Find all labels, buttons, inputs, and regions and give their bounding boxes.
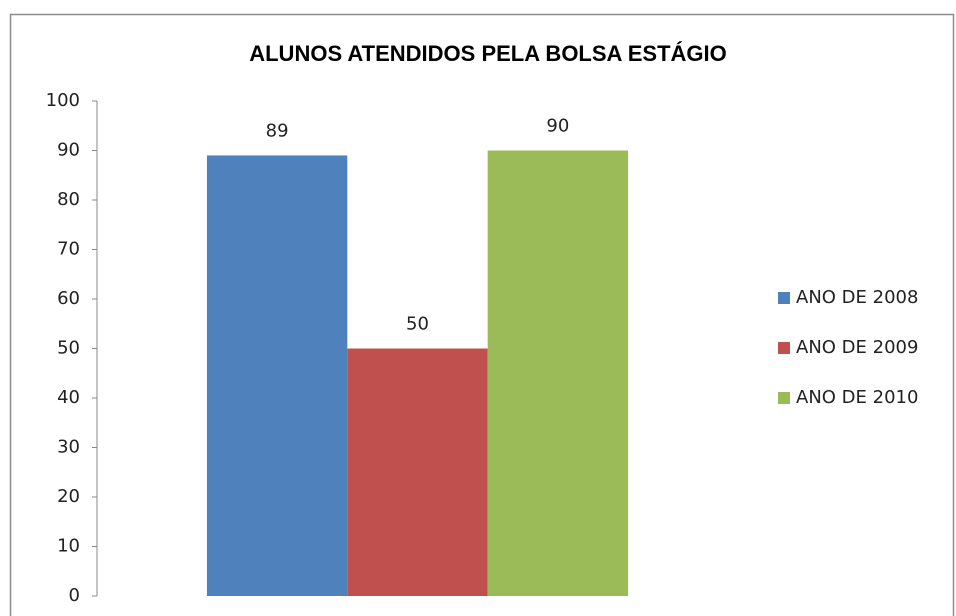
legend-label: ANO DE 2009	[796, 337, 918, 358]
data-label: 50	[406, 314, 429, 335]
y-tick-label: 30	[57, 437, 80, 458]
y-tick-label: 60	[57, 288, 80, 309]
legend-label: ANO DE 2010	[796, 387, 918, 408]
bar	[487, 150, 629, 596]
y-tick-label: 100	[46, 90, 80, 111]
y-tick-label: 20	[57, 486, 80, 507]
y-tick-label: 70	[57, 239, 80, 260]
y-tick-label: 50	[57, 338, 80, 359]
legend-swatch	[778, 342, 790, 354]
legend-swatch	[778, 392, 790, 404]
data-label: 89	[266, 120, 289, 141]
y-tick-label: 10	[57, 536, 80, 557]
bar	[206, 155, 348, 596]
bar	[347, 348, 488, 596]
chart-title: ALUNOS ATENDIDOS PELA BOLSA ESTÁGIO	[249, 41, 727, 66]
legend-label: ANO DE 2008	[796, 287, 918, 308]
y-tick-label: 90	[57, 140, 80, 161]
legend-swatch	[778, 292, 790, 304]
y-tick-label: 40	[57, 387, 80, 408]
data-label: 90	[546, 116, 569, 137]
y-tick-label: 0	[69, 585, 80, 606]
y-tick-label: 80	[57, 189, 80, 210]
